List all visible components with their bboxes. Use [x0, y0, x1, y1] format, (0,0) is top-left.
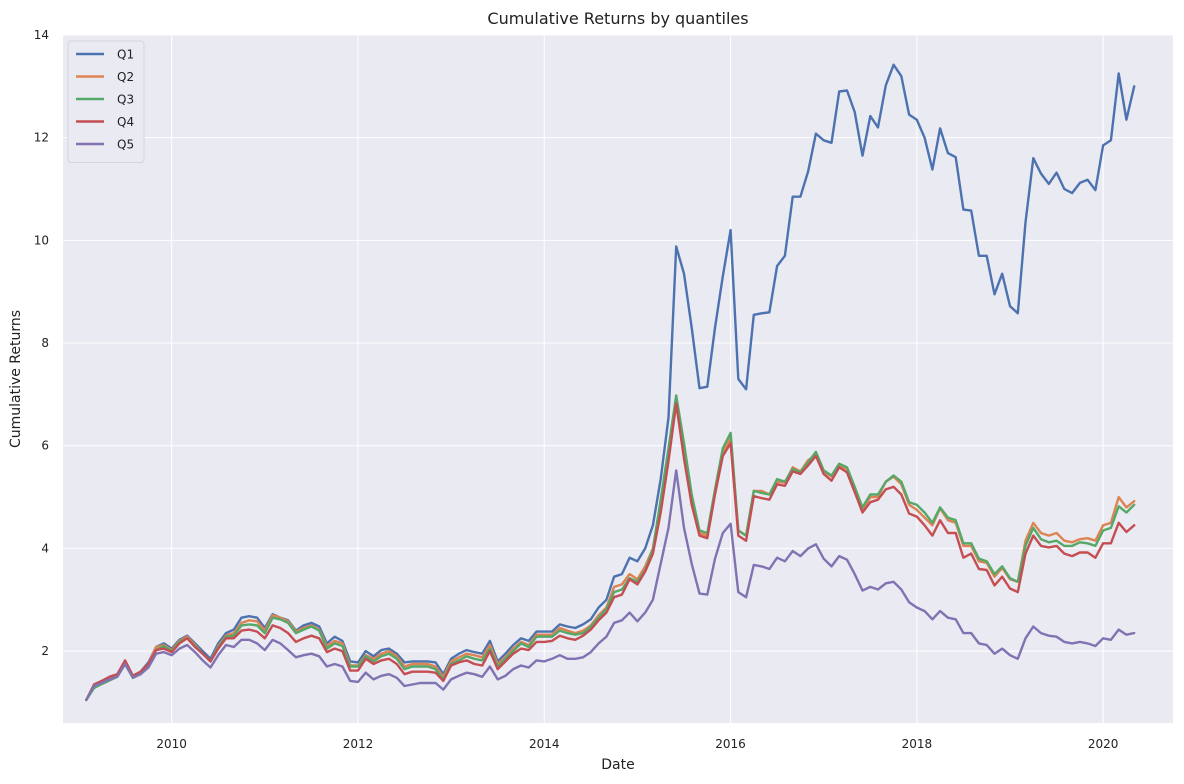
series-line-q3	[85, 394, 1136, 702]
chart-title: Cumulative Returns by quantiles	[487, 9, 748, 28]
x-tick-label: 2010	[156, 737, 187, 751]
legend-label-q5: Q5	[117, 138, 134, 152]
y-tick-label: 4	[41, 541, 49, 555]
y-tick-label: 8	[41, 336, 49, 350]
y-axis-label: Cumulative Returns	[8, 310, 24, 448]
x-tick-labels: 2010 2012 2014 2016 2018 2020	[156, 737, 1118, 751]
x-tick-label: 2016	[715, 737, 746, 751]
grid-lines	[63, 34, 1173, 723]
x-tick-label: 2020	[1088, 737, 1119, 751]
legend-label-q2: Q2	[117, 70, 134, 84]
y-tick-label: 10	[34, 233, 49, 247]
legend-box	[67, 40, 145, 163]
x-tick-label: 2012	[343, 737, 374, 751]
y-tick-labels: 2 4 6 8 10 12 14	[34, 28, 49, 658]
y-tick-label: 6	[41, 439, 49, 453]
legend: Q1 Q2 Q3 Q4 Q5	[67, 40, 145, 163]
x-tick-label: 2018	[902, 737, 933, 751]
y-tick-label: 14	[34, 28, 49, 42]
y-tick-label: 2	[41, 644, 49, 658]
x-tick-label: 2014	[529, 737, 560, 751]
series-line-q5	[85, 469, 1136, 702]
plot-background	[63, 35, 1173, 723]
series-lines	[85, 63, 1136, 702]
legend-label-q3: Q3	[117, 93, 134, 107]
series-line-q1	[85, 63, 1136, 702]
x-axis-label: Date	[601, 757, 634, 773]
legend-label-q1: Q1	[117, 48, 134, 62]
legend-label-q4: Q4	[117, 115, 134, 129]
y-tick-label: 12	[34, 131, 49, 145]
series-line-q4	[85, 402, 1136, 702]
